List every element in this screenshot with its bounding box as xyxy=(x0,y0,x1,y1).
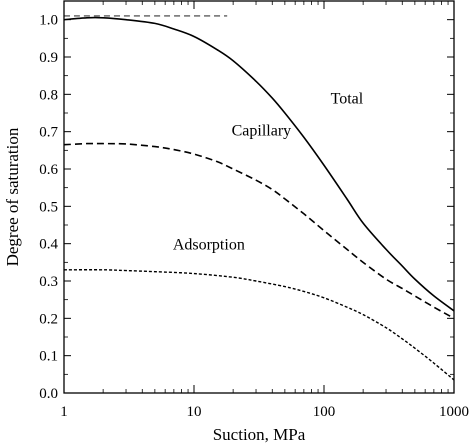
series-line-capillary xyxy=(63,142,455,320)
y-tick-label: 0.2 xyxy=(39,311,58,327)
y-tick-label: 0.0 xyxy=(39,386,58,402)
series-line-total xyxy=(63,16,455,312)
y-tick-label: 0.9 xyxy=(39,50,58,66)
x-tick-label: 10 xyxy=(187,404,202,420)
y-tick-label: 1.0 xyxy=(39,13,58,29)
series-annotations: Total Capillary Adsorption xyxy=(173,91,364,254)
series-line-adsorption xyxy=(63,269,455,381)
x-tick-label: 100 xyxy=(313,404,336,420)
y-tick-label: 0.5 xyxy=(39,199,58,215)
plot-frame xyxy=(63,0,455,394)
annotation-adsorption: Adsorption xyxy=(173,236,245,253)
y-axis-title: Degree of saturation xyxy=(3,127,22,266)
tick-marks xyxy=(63,1,455,394)
y-tick-label: 0.8 xyxy=(39,87,58,103)
y-tick-label: 0.1 xyxy=(39,349,58,365)
x-axis-title: Suction, MPa xyxy=(213,425,306,444)
annotation-total: Total xyxy=(331,91,364,108)
y-tick-label: 0.3 xyxy=(39,274,58,290)
series-lines xyxy=(63,15,455,381)
x-tick-label: 1000 xyxy=(439,404,469,420)
annotation-capillary: Capillary xyxy=(232,122,292,139)
y-tick-label: 0.4 xyxy=(39,237,58,253)
tick-labels: 0.0 0.1 0.2 0.3 0.4 0.5 0.6 0.7 0.8 0.9 1.0 1 10 100 1… xyxy=(39,13,469,420)
y-tick-label: 0.6 xyxy=(39,162,58,178)
y-tick-label: 0.7 xyxy=(39,125,58,141)
x-tick-label: 1 xyxy=(60,404,68,420)
